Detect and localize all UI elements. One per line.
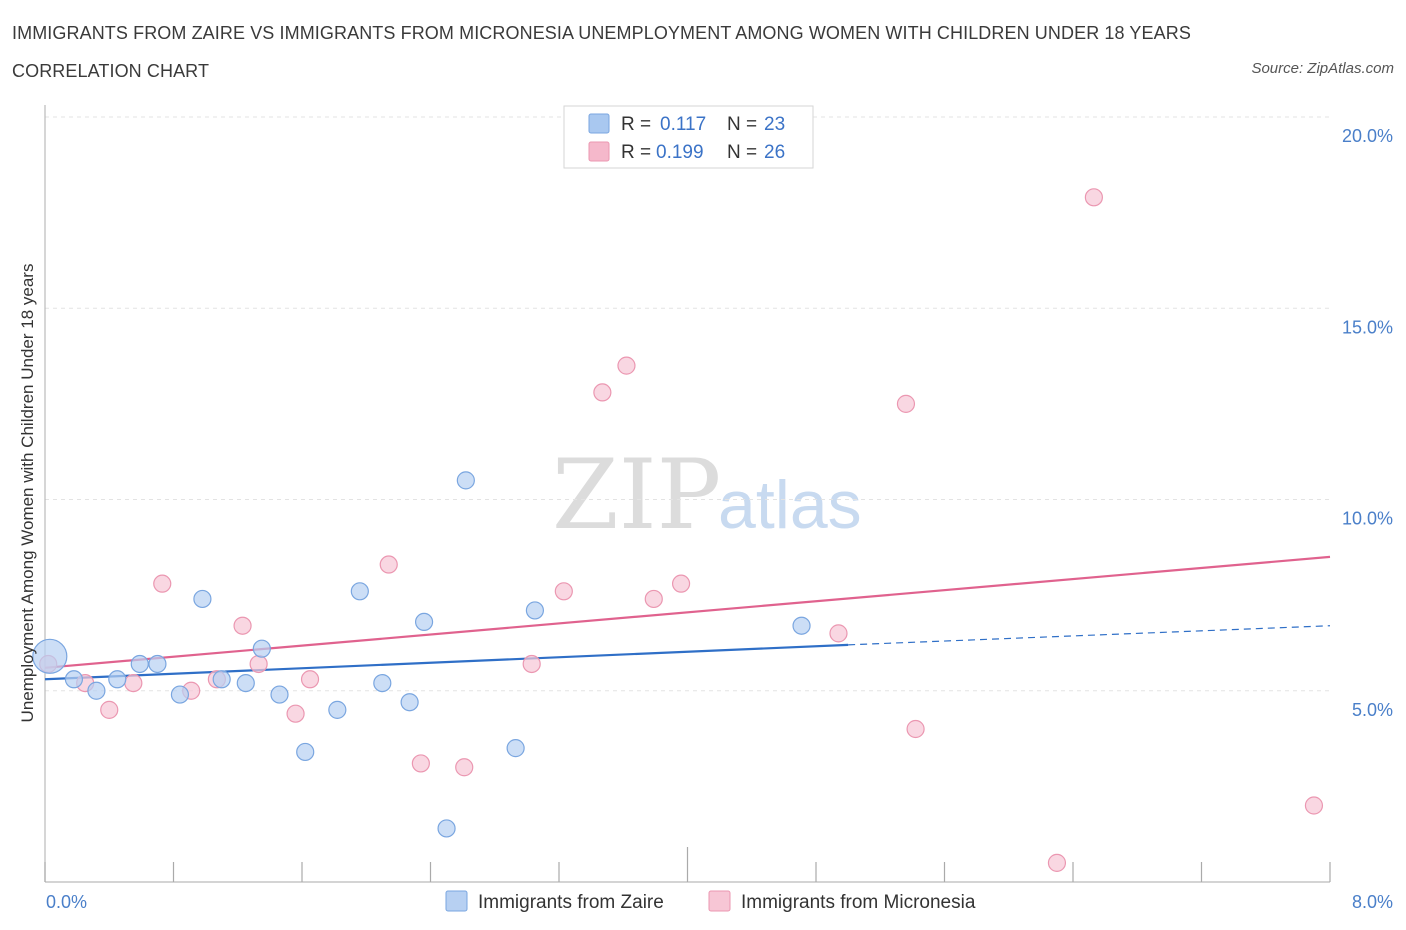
y-tick-label: 10.0%: [1342, 509, 1393, 529]
data-point-micronesia: [455, 758, 474, 777]
data-point-zaire: [64, 670, 84, 689]
series-legend-label-zaire: Immigrants from Zaire: [478, 892, 664, 913]
data-point-micronesia: [233, 616, 252, 635]
data-point-micronesia: [617, 356, 636, 375]
data-points: [32, 188, 1324, 872]
trendline-zaire: [44, 643, 849, 681]
data-point-micronesia: [100, 700, 119, 719]
data-point-micronesia: [522, 654, 541, 674]
data-point-micronesia: [411, 754, 430, 773]
trendline-zaire-extension: [848, 625, 1331, 646]
legend-n-value-zaire: 23: [764, 114, 785, 135]
series-legend: Immigrants from Zaire Immigrants from Mi…: [445, 890, 976, 913]
watermark-atlas: atlas: [718, 467, 862, 543]
data-point-zaire: [212, 670, 231, 689]
data-point-zaire: [108, 670, 127, 689]
data-point-zaire: [792, 616, 811, 635]
data-point-zaire: [414, 612, 434, 632]
data-point-zaire: [130, 654, 149, 674]
data-point-micronesia: [286, 704, 305, 723]
source-credit: Source: ZipAtlas.com: [1251, 60, 1394, 77]
series-legend-label-micronesia: Immigrants from Micronesia: [741, 892, 976, 913]
data-point-micronesia: [300, 670, 320, 689]
y-tick-label: 5.0%: [1352, 700, 1393, 720]
series-legend-swatch-zaire: [445, 890, 468, 912]
data-point-micronesia: [249, 654, 268, 674]
data-point-zaire: [236, 673, 255, 693]
data-point-zaire: [252, 639, 271, 658]
watermark-zip: ZIP: [552, 439, 721, 551]
data-point-zaire: [170, 685, 190, 704]
data-point-zaire: [87, 681, 106, 700]
data-point-micronesia: [671, 574, 691, 593]
data-point-micronesia: [644, 589, 663, 609]
correlation-legend: R = 0.117 N = 23 R = 0.199 N = 26: [563, 105, 814, 169]
gridlines: [45, 116, 1330, 692]
data-point-micronesia: [829, 624, 848, 643]
data-point-zaire: [32, 638, 68, 674]
data-point-zaire: [373, 673, 392, 693]
legend-r-value-micronesia: 0.199: [656, 142, 704, 163]
data-point-zaire: [525, 601, 545, 620]
y-tick-label: 20.0%: [1342, 126, 1393, 146]
legend-n-label-micronesia: N =: [727, 142, 757, 163]
data-point-zaire: [193, 589, 212, 609]
legend-swatch-micronesia: [588, 141, 610, 162]
data-point-zaire: [400, 693, 419, 712]
legend-n-label-zaire: N =: [727, 114, 757, 135]
data-point-micronesia: [906, 719, 925, 739]
data-point-micronesia: [153, 574, 172, 593]
x-tick-label: 8.0%: [1352, 892, 1393, 912]
data-point-micronesia: [379, 555, 398, 574]
legend-r-label-micronesia: R =: [621, 142, 651, 163]
data-point-zaire: [270, 685, 289, 704]
data-point-zaire: [350, 582, 369, 601]
legend-r-label-zaire: R =: [621, 114, 651, 135]
chart-title: IMMIGRANTS FROM ZAIRE VS IMMIGRANTS FROM…: [12, 23, 1191, 81]
data-point-zaire: [148, 654, 167, 674]
data-point-zaire: [456, 471, 475, 490]
data-point-micronesia: [896, 394, 916, 413]
data-point-zaire: [296, 742, 315, 762]
data-point-micronesia: [554, 582, 573, 601]
data-point-micronesia: [593, 383, 612, 402]
data-point-micronesia: [1304, 796, 1324, 815]
data-point-zaire: [437, 819, 456, 838]
data-point-zaire: [328, 700, 347, 719]
legend-swatch-zaire: [588, 113, 610, 134]
legend-r-value-zaire: 0.117: [660, 114, 706, 135]
data-point-micronesia: [1047, 853, 1067, 872]
data-point-zaire: [506, 739, 525, 758]
legend-n-value-micronesia: 26: [764, 142, 785, 163]
data-point-micronesia: [124, 673, 143, 693]
data-point-micronesia: [1084, 188, 1103, 207]
axes: 5.0% 10.0% 15.0% 20.0% 0.0% 8.0%: [44, 105, 1393, 912]
y-tick-label: 15.0%: [1342, 317, 1393, 337]
y-axis-label: Unemployment Among Women with Children U…: [18, 264, 37, 723]
series-legend-swatch-micronesia: [708, 890, 731, 912]
x-tick-label: 0.0%: [46, 892, 87, 912]
